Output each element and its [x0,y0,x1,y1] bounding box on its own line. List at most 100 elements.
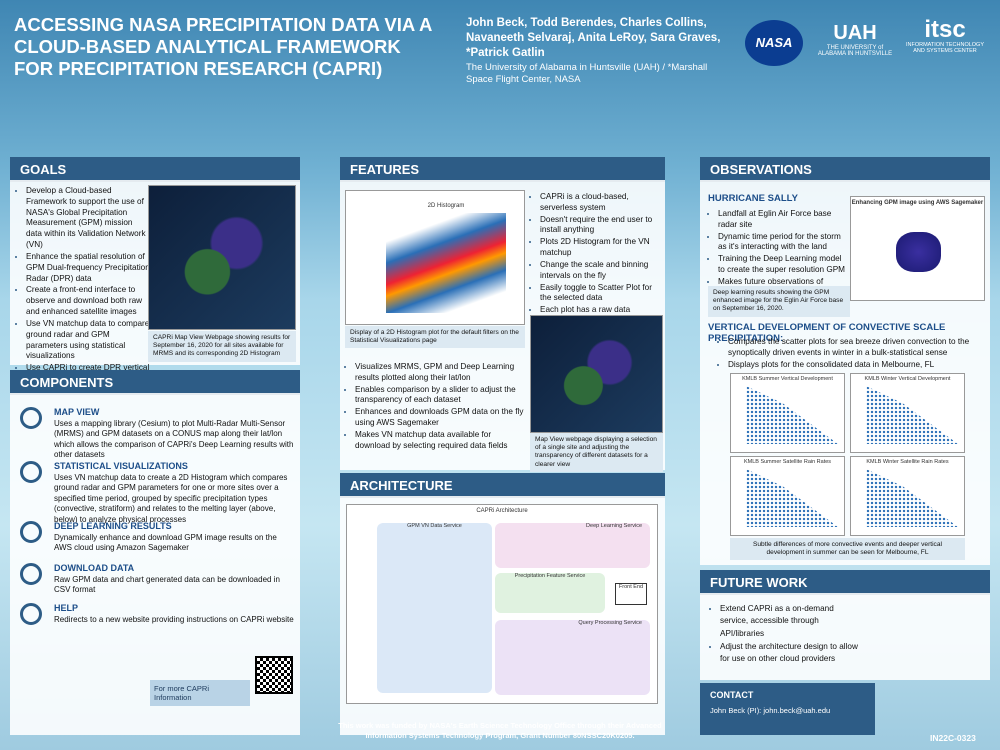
future-panel: Extend CAPRi as a on-demand service, acc… [700,593,990,680]
histogram-image: 2D Histogram [345,190,525,325]
uah-mark: UAH [833,22,877,44]
bullet: Visualizes MRMS, GPM and Deep Learning r… [355,362,527,384]
architecture-diagram: CAPRi Architecture GPM VN Data Service D… [346,504,658,704]
section-heading: GOALS [10,157,300,182]
component-title: DEEP LEARNING RESULTS [54,521,172,531]
bullet: Compares the scatter plots for sea breez… [728,337,983,359]
subheading: VERTICAL DEVELOPMENT OF CONVECTIVE SCALE… [708,322,946,344]
service-label: Query Processing Service [578,620,642,626]
histogram-plot [386,213,506,313]
service-label: Front End [618,584,644,590]
map-image [148,185,296,330]
funding: This work was funded by NASA's Earth Sci… [338,721,662,740]
component-text: Uses VN matchup data to create a 2D Hist… [54,473,288,524]
nasa-logo: NASA [745,20,803,66]
section-heading: FUTURE WORK [700,570,990,595]
bullet: Doesn't require the end user to install … [540,215,662,237]
bullet: Extend CAPRi as a on-demand service, acc… [720,603,860,640]
plot-area [866,386,958,444]
bullet: Landfall at Eglin Air Force base radar s… [718,209,848,231]
component-text: Raw GPM data and chart generated data ca… [54,575,280,595]
itsc-logo: itsc INFORMATION TECHNOLOGY AND SYSTEMS C… [900,16,990,55]
component-title: DOWNLOAD DATA [54,563,135,573]
bullet: Develop a Cloud-based Framework to suppo… [26,186,150,251]
region: GPM VN Data Service [377,523,492,693]
bullet: Adjust the architecture design to allow … [720,641,860,666]
bullet: Displays plots for the consolidated data… [728,360,983,371]
plot: KMLB Summer Vertical Development [730,373,845,453]
plot-area [746,386,838,444]
figure-title: 2D Histogram [427,203,465,209]
component-text: Redirects to a new website providing ins… [54,615,294,624]
icon [20,563,42,585]
architecture-panel: CAPRi Architecture GPM VN Data Service D… [340,496,665,735]
caption: Map View webpage displaying a selection … [530,433,663,472]
region: Precipitation Feature Service [495,573,605,613]
bullet: Change the scale and binning intervals o… [540,260,662,282]
figure-title: CAPRi Architecture [476,508,528,514]
bullet: Create a front-end interface to observe … [26,285,150,317]
qr-code [255,656,293,694]
uah-logo: UAH THE UNIVERSITY of ALABAMA IN HUNTSVIL… [815,22,895,57]
bullet: Use VN matchup data to compare ground ra… [26,319,150,362]
bullet: Enables comparison by a slider to adjust… [355,385,527,407]
caption: Subtle differences of more convective ev… [730,538,965,561]
plot-area [866,469,958,527]
features-list: Visualizes MRMS, GPM and Deep Learning r… [345,362,527,453]
goals-list: Develop a Cloud-based Framework to suppo… [16,186,150,397]
uah-text: THE UNIVERSITY of ALABAMA IN HUNTSVILLE [817,45,893,57]
title: ACCESSING NASA PRECIPITATION DATA VIA A … [14,14,432,80]
caption: Display of a 2D Histogram plot for the d… [345,326,525,349]
plot-title: KMLB Summer Satellite Rain Rates [743,459,832,465]
plot-title: KMLB Winter Vertical Development [864,376,951,382]
bullet: Dynamic time period for the storm as it'… [718,232,848,254]
authors: John Beck, Todd Berendes, Charles Collin… [466,17,721,59]
vertical-list: Compares the scatter plots for sea breez… [718,337,983,371]
features-panel: 2D Histogram Display of a 2D Histogram p… [340,180,665,472]
component-title: MAP VIEW [54,407,100,417]
icon [20,461,42,483]
icon [20,603,42,625]
section-heading: ARCHITECTURE [340,473,665,498]
plot: KMLB Winter Vertical Development [850,373,965,453]
subheading: HURRICANE SALLY [708,193,798,204]
mapview-image [530,315,663,433]
service-label: Precipitation Feature Service [514,573,586,579]
observations-panel: HURRICANE SALLY Landfall at Eglin Air Fo… [700,180,990,565]
future-list: Extend CAPRi as a on-demand service, acc… [710,603,860,666]
component-text: Dynamically enhance and download GPM ima… [54,533,277,553]
region: Deep Learning Service [495,523,650,568]
bullet: Easily toggle to Scatter Plot for the se… [540,283,662,305]
plot: KMLB Winter Satellite Rain Rates [850,456,965,536]
contact-heading: CONTACT [710,690,754,700]
goals-panel: Develop a Cloud-based Framework to suppo… [10,180,300,394]
bullet: Makes VN matchup data available for down… [355,430,527,452]
components-panel: MAP VIEW Uses a mapping library (Cesium) … [10,393,300,735]
component-title: HELP [54,603,79,613]
figure-title: Enhancing GPM image using AWS Sagemaker [851,200,984,206]
component-title: STATISTICAL VISUALIZATIONS [54,461,188,471]
contact-box: CONTACT John Beck (PI): john.beck@uah.ed… [700,683,875,735]
icon [20,521,42,543]
poster-id: IN22C-0323 [930,733,976,743]
gpm-image [896,232,941,272]
qr-label: For more CAPRi Information [150,680,250,706]
contact-text: John Beck (PI): john.beck@uah.edu [710,706,831,715]
bullet: Plots 2D Histogram for the VN matchup [540,237,662,259]
service-label: GPM VN Data Service [407,523,462,529]
region: Front End [615,583,647,605]
service-label: Deep Learning Service [586,523,642,529]
affiliation: The University of Alabama in Huntsville … [466,62,708,86]
caption: CAPRi Map View Webpage showing results f… [148,331,296,362]
plot-area [746,469,838,527]
bullet: Enhances and downloads GPM data on the f… [355,407,527,429]
bullet: Training the Deep Learning model to crea… [718,254,848,276]
plot-title: KMLB Winter Satellite Rain Rates [866,459,949,465]
icon [20,407,42,429]
sagemaker-figure: Enhancing GPM image using AWS Sagemaker [850,196,985,301]
itsc-mark: itsc [924,16,966,43]
plot: KMLB Summer Satellite Rain Rates [730,456,845,536]
bullet: Enhance the spatial resolution of GPM Du… [26,252,150,284]
section-heading: OBSERVATIONS [700,157,990,182]
